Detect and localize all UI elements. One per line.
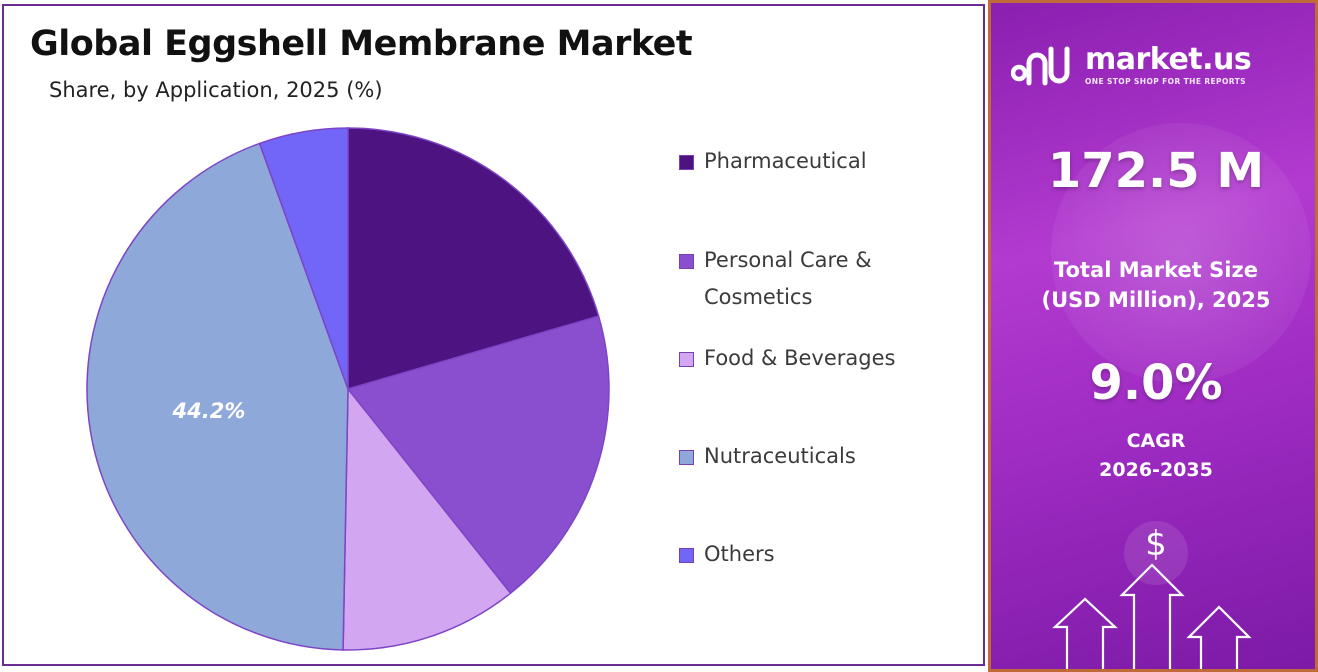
legend-label: Nutraceuticals (704, 444, 856, 468)
legend-label: Others (704, 542, 775, 566)
legend-swatch (679, 155, 694, 170)
market-size-label: Total Market Size (USD Million), 2025 (1041, 258, 1271, 312)
legend-swatch (679, 450, 694, 465)
legend-item: Nutraceuticals (679, 444, 944, 475)
legend-item: Food & Beverages (679, 346, 944, 377)
chart-panel: Global Eggshell Membrane Market Share, b… (2, 4, 985, 666)
pie-slice-personal-care-cosmetics (346, 315, 610, 595)
pie-slice-pharmaceutical (347, 127, 600, 390)
data-label-nutraceuticals: 44.2% (172, 399, 246, 423)
pie-slice-nutraceuticals (86, 142, 349, 651)
brand: market.us ONE STOP SHOP FOR THE REPORTS (1011, 41, 1252, 87)
legend-label: Pharmaceutical (704, 149, 867, 173)
growth-arrows-icon: $ (1052, 521, 1252, 669)
background-glow (1051, 123, 1311, 383)
summary-sidebar: market.us ONE STOP SHOP FOR THE REPORTS … (988, 0, 1318, 672)
cagr-label: CAGR 2026-2035 (1099, 430, 1213, 481)
legend-swatch (679, 254, 694, 269)
brand-name: market.us (1085, 41, 1252, 77)
dollar-icon: $ (1145, 524, 1167, 564)
legend-label: Food & Beverages (704, 346, 896, 370)
pie-slice-food-beverages (342, 386, 512, 651)
legend-swatch (679, 548, 694, 563)
market-us-logo-icon (1011, 46, 1070, 86)
pie-slice-others (258, 127, 349, 390)
market-size-value: 172.5 M (1047, 143, 1265, 199)
legend-label: Personal Care & Cosmetics (704, 248, 872, 309)
legend-swatch (679, 352, 694, 367)
brand-tagline: ONE STOP SHOP FOR THE REPORTS (1085, 76, 1246, 86)
cagr-value: 9.0% (1089, 355, 1223, 411)
legend-item: Personal Care & Cosmetics (679, 248, 944, 316)
pie-chart: 44.2% (86, 127, 610, 651)
legend-item: Others (679, 542, 944, 573)
chart-title: Global Eggshell Membrane Market (30, 24, 693, 64)
chart-subtitle: Share, by Application, 2025 (%) (49, 78, 383, 102)
legend-item: Pharmaceutical (679, 149, 944, 180)
